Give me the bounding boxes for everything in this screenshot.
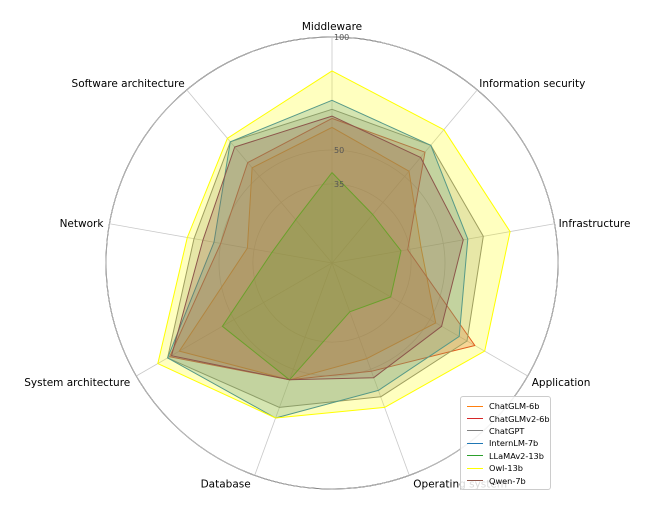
- series-polygon: [167, 99, 469, 419]
- legend-label: ChatGLM-6b: [489, 401, 540, 412]
- legend-swatch: [467, 405, 483, 407]
- series-polygon: [171, 115, 464, 381]
- series-polygon: [221, 172, 402, 381]
- axis-label: Network: [60, 218, 105, 230]
- legend-swatch: [467, 442, 483, 444]
- legend-item: InternLM-7b: [467, 437, 546, 449]
- series-polygon: [169, 117, 476, 381]
- legend-item: ChatGLM-6b: [467, 400, 546, 412]
- legend-label: ChatGLMv2-6b: [489, 413, 550, 424]
- legend-swatch: [467, 455, 483, 457]
- legend-swatch: [467, 467, 483, 469]
- axis-spoke: [331, 262, 528, 377]
- axis-spoke: [254, 262, 333, 476]
- axis-label: Information security: [479, 78, 585, 90]
- legend-item: Owl-13b: [467, 462, 546, 474]
- legend-label: ChatGPT: [489, 425, 525, 436]
- legend-item: ChatGPT: [467, 425, 546, 437]
- r-tick-label: 100: [334, 33, 349, 42]
- legend-item: LLaMAv2-13b: [467, 450, 546, 462]
- axis-spoke: [136, 262, 333, 377]
- legend-item: Qwen-7b: [467, 474, 546, 486]
- series-layer: [157, 70, 511, 419]
- axis-label: System architecture: [24, 377, 130, 389]
- axis-label: Software architecture: [72, 78, 185, 90]
- legend-label: Qwen-7b: [489, 475, 526, 486]
- axis-label: Infrastructure: [559, 218, 631, 230]
- axis-spoke: [331, 89, 478, 264]
- legend-swatch: [467, 480, 483, 482]
- axis-spoke: [331, 223, 555, 264]
- axis-spoke: [186, 89, 333, 264]
- axis-label: Database: [201, 478, 251, 490]
- legend: ChatGLM-6b ChatGLMv2-6b ChatGPT InternLM-7b…: [460, 396, 551, 490]
- axis-spoke: [331, 262, 410, 476]
- r-tick-label: 35: [334, 180, 344, 189]
- axis-label: Application: [532, 377, 591, 389]
- legend-swatch: [467, 430, 483, 432]
- legend-swatch: [467, 418, 483, 420]
- legend-item: ChatGLMv2-6b: [467, 412, 550, 424]
- grid-layer: [105, 36, 559, 490]
- series-polygon: [167, 108, 484, 408]
- r-tick-label: 50: [334, 146, 344, 155]
- axis-label: Middleware: [302, 21, 362, 33]
- legend-label: Owl-13b: [489, 463, 523, 474]
- legend-label: LLaMAv2-13b: [489, 450, 544, 461]
- series-polygon: [157, 70, 511, 419]
- legend-label: InternLM-7b: [489, 438, 539, 449]
